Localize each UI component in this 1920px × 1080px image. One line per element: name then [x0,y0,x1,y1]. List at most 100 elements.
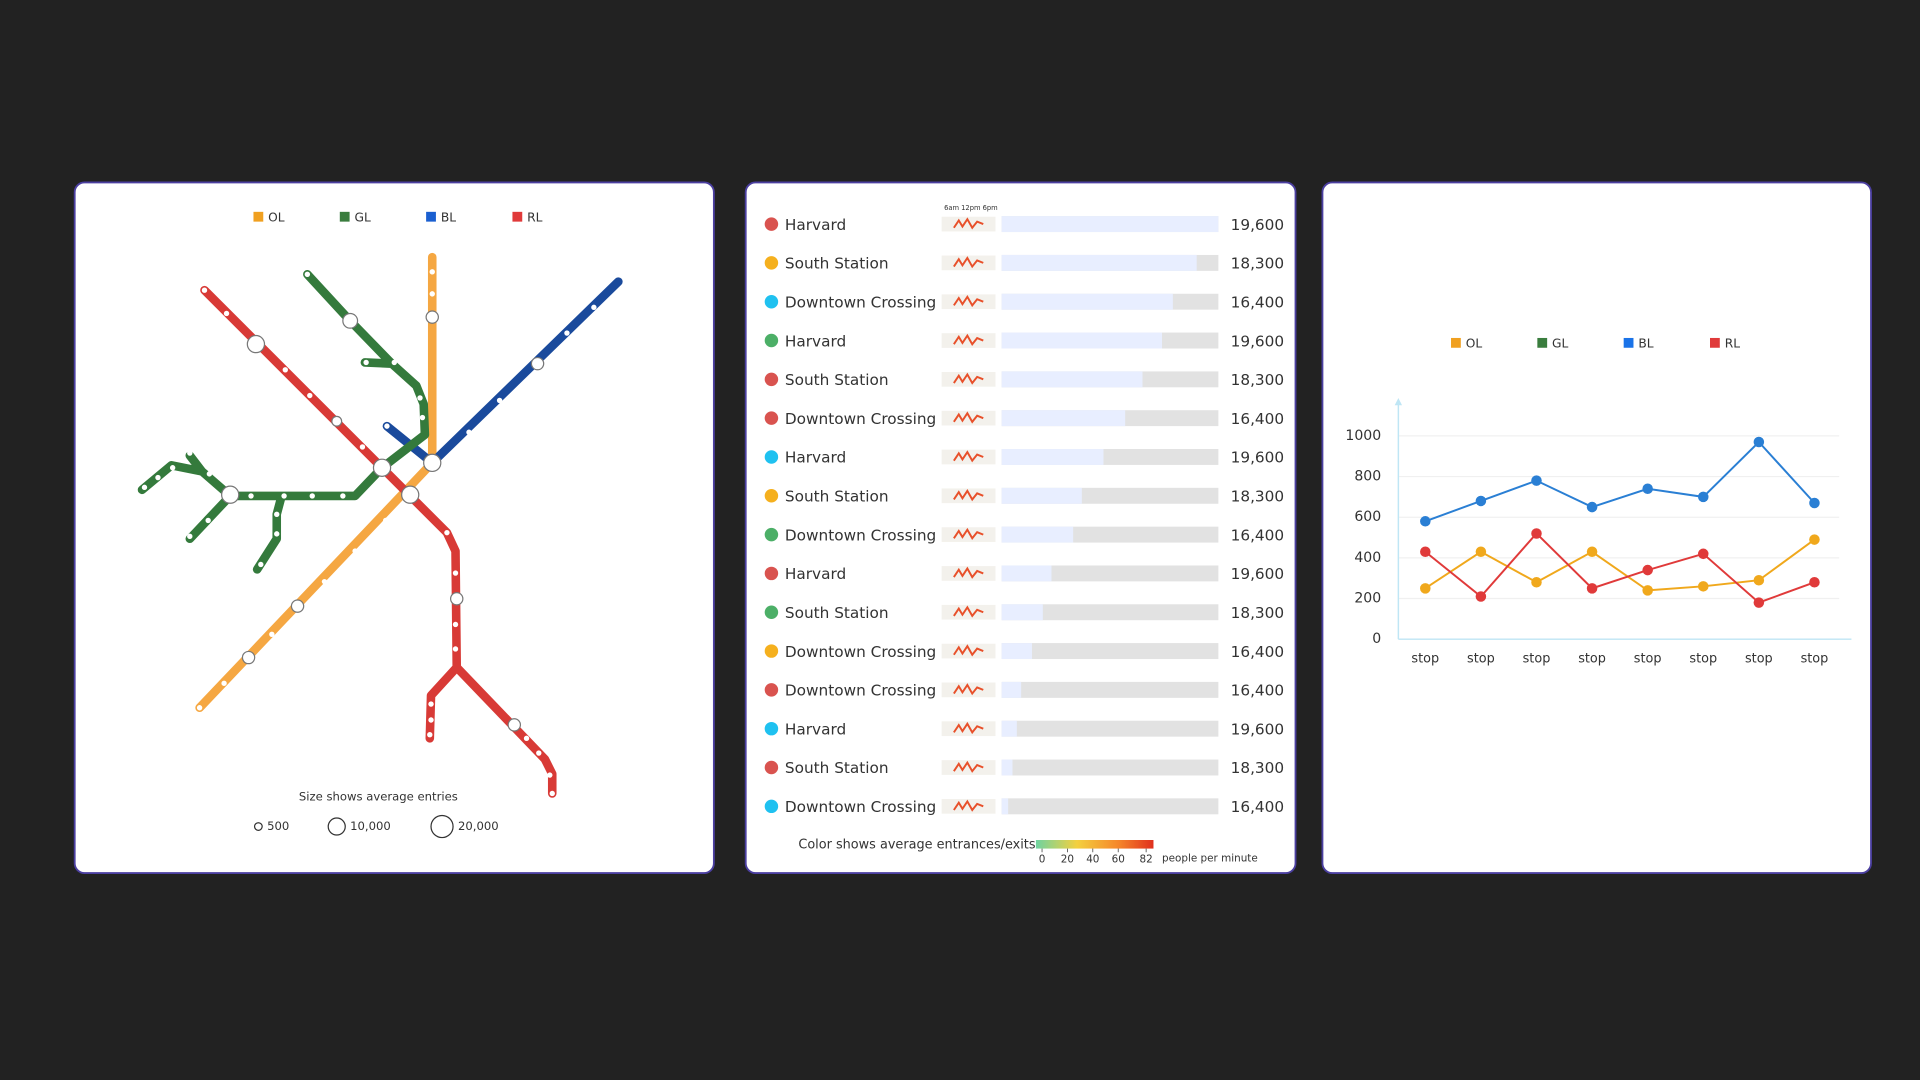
x-tick-label: stop [1689,651,1717,666]
station-small [304,271,311,277]
sparkline-box [941,760,996,775]
station-small [205,517,211,524]
sparkline-box [941,566,996,581]
color-tick-label: 40 [1086,854,1099,866]
station-small [258,561,264,568]
series-point [1475,591,1487,602]
color-bar [1035,840,1154,849]
station-small [384,423,390,429]
bar [1001,798,1009,815]
bar-track [1001,798,1219,815]
station-large [530,356,545,371]
station-name: South Station [785,604,889,622]
series-point [1753,436,1765,448]
color-tick-label: 60 [1112,854,1125,866]
series-point [1642,564,1653,576]
series-point [1753,597,1765,608]
sparkline [953,372,984,385]
x-tick-label: stop [1634,651,1662,666]
station-large [372,458,392,477]
station-name: Downtown Crossing [785,643,936,661]
station-large [290,599,305,613]
station-large [221,485,240,504]
bar [1001,487,1082,504]
legend-swatch [339,211,350,222]
station-name: Downtown Crossing [785,526,936,544]
sparkline-box [941,798,996,814]
station-large [423,453,442,473]
station-small [591,304,597,311]
station-small [523,735,530,742]
y-tick-label: 600 [1354,509,1381,525]
station-name: Harvard [785,216,846,234]
green-line [137,270,430,574]
station-small [452,621,459,628]
bar [1001,720,1017,737]
sparkline [953,683,984,696]
sparkline [953,450,984,463]
station-small [429,269,435,275]
bar [1001,293,1173,310]
series-point [1698,548,1709,560]
sparkline-box [941,449,996,465]
series-point [1586,501,1598,513]
station-small [187,474,193,481]
series-point [1698,581,1709,592]
station-value: 16,400 [1231,410,1285,428]
station-dot [764,644,779,658]
station-large [450,592,464,606]
legend-label: RL [1725,337,1741,351]
bar [1001,371,1143,388]
station-small [196,705,203,711]
station-dot [764,489,779,503]
station-name: Downtown Crossing [785,410,936,428]
station-small [269,631,275,637]
station-small [359,444,366,450]
bar-track [1001,604,1219,621]
station-small [383,517,389,524]
station-dot [764,411,779,425]
bar [1001,216,1219,233]
station-dot [764,721,779,736]
series-point [1475,546,1487,558]
y-tick-label: 800 [1354,469,1381,485]
station-dot [764,566,779,581]
station-large [507,718,522,732]
station-small [427,732,433,738]
station-small [547,772,553,778]
station-value: 16,400 [1231,643,1285,661]
station-small [428,701,434,707]
sparkline-box [941,294,996,310]
station-small [187,450,193,456]
sparkline [953,489,984,502]
x-tick-label: stop [1801,651,1829,666]
sparkline [953,605,984,618]
station-large [342,312,359,329]
chart-panel [1321,181,1872,874]
sparkline-box [941,410,996,426]
bar [1001,449,1104,465]
legend-label: RL [527,210,543,224]
station-small [155,474,161,481]
station-name: Harvard [785,565,846,583]
sparkline-box [941,216,996,232]
legend-swatch [253,211,264,222]
legend-label: BL [1638,337,1653,351]
y-tick-label: 0 [1372,631,1381,647]
station-dot [764,256,779,270]
size-legend-circle [327,817,346,836]
bar-track [1001,720,1219,737]
station-name: South Station [785,371,889,389]
station-small [429,291,435,297]
color-legend-unit: people per minute [1162,852,1258,864]
station-dot [764,683,779,697]
x-tick-label: stop [1578,651,1606,666]
station-value: 19,600 [1231,565,1285,583]
legend-swatch [426,211,436,222]
station-small [352,548,358,554]
series-point [1586,583,1598,594]
y-tick-label: 200 [1354,591,1381,607]
color-tick-label: 0 [1039,854,1046,866]
bar [1001,643,1032,660]
